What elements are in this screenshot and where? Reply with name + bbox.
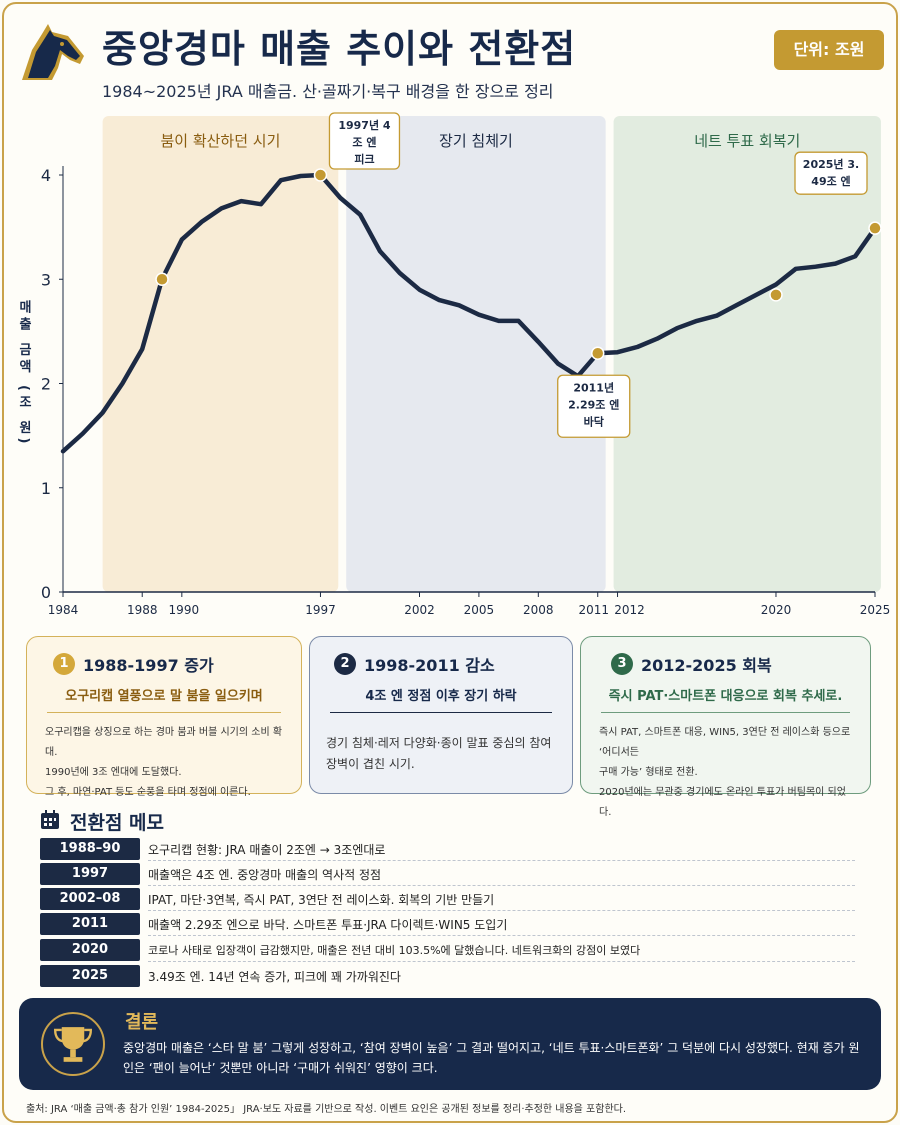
memo-divider <box>148 961 855 962</box>
card-body: 오구리캡을 상징으로 하는 경마 붐과 버블 시기의 소비 확대. 1990년에… <box>45 723 287 803</box>
card-body: 경기 침체·레저 다양화·종이 말표 중심의 참여 장벽이 겹친 시기. <box>326 733 558 775</box>
card-title: 1988-1997 증가 <box>83 656 214 675</box>
card-body-line: 2020년에는 무관중 경기에도 온라인 투표가 버팀목이 되었다. <box>599 787 846 818</box>
annotation-box <box>328 112 401 170</box>
annotation-box <box>557 374 631 438</box>
memo-year-badge: 1997 <box>40 863 140 885</box>
memo-year-badge: 2002–08 <box>40 888 140 910</box>
phase-label: 붐이 확산하던 시기 <box>160 132 280 150</box>
annotation-label: 2011년 <box>573 380 614 394</box>
memo-text: 코로나 사태로 입장객이 급감했지만, 매출은 전년 대비 103.5%에 달했… <box>148 944 641 957</box>
annotation-label: 피크 <box>354 152 374 166</box>
annotation-label: 1997년 4 <box>338 118 391 132</box>
x-tick-label: 2005 <box>464 603 495 617</box>
card-title: 2012-2025 회복 <box>641 656 772 675</box>
memo-text: IPAT, 마단·3연복, 즉시 PAT, 3연단 전 레이스화. 회복의 기반… <box>148 893 495 907</box>
phase-card-decline: 2 1998-2011 감소 4조 엔 정점 이후 장기 하락 경기 침체·레저… <box>309 636 573 794</box>
annotation-label: 49조 엔 <box>811 174 850 188</box>
card-title: 1998-2011 감소 <box>364 656 495 675</box>
x-tick-label: 2008 <box>523 603 554 617</box>
memo-year-badge: 1988–90 <box>40 838 140 860</box>
calendar-icon <box>41 810 59 829</box>
memo-year-badge: 2011 <box>40 913 140 935</box>
memo-year-badge: 2025 <box>40 965 140 987</box>
card-number-badge: 2 <box>334 653 356 675</box>
horse-logo-icon <box>22 24 84 80</box>
conclusion-title: 결론 <box>125 1012 159 1033</box>
x-tick-label: 2025 <box>860 603 891 617</box>
x-tick-label: 1997 <box>305 603 336 617</box>
phase-card-growth: 1 1988-1997 증가 오구리캡 열풍으로 말 붐을 일으키며 오구리캡을… <box>26 636 302 798</box>
card-body-line: 즉시 PAT, 스마트폰 대응, WIN5, 3연단 전 레이스화 등으로 ‘어… <box>599 727 851 758</box>
x-tick-label: 2002 <box>404 603 435 617</box>
x-tick-label: 1990 <box>169 603 200 617</box>
phase-card-recovery: 3 2012-2025 회복 즉시 PAT·스마트폰 대응으로 회복 추세로. … <box>580 636 871 818</box>
phase-label: 네트 투표 회복기 <box>694 132 800 150</box>
annotation-box <box>794 151 868 195</box>
card-body: 즉시 PAT, 스마트폰 대응, WIN5, 3연단 전 레이스화 등으로 ‘어… <box>599 723 856 823</box>
annotation-label: 바닥 <box>584 414 604 428</box>
y-tick-label: 4 <box>41 166 51 185</box>
card-body-line: 오구리캡을 상징으로 하는 경마 붐과 버블 시기의 소비 확대. <box>45 727 283 758</box>
annotation-label: 조 엔 <box>352 135 376 149</box>
annotation-label: 2025년 3. <box>803 157 859 171</box>
y-axis-label: 매출 금액 (조 원) <box>16 300 31 448</box>
y-tick-label: 3 <box>41 270 51 289</box>
y-tick-label: 0 <box>41 583 51 602</box>
highlight-point <box>590 346 605 361</box>
memo-divider <box>148 885 855 886</box>
card-number-badge: 1 <box>53 653 75 675</box>
memo-text: 매출액 2.29조 엔으로 바닥. 스마트폰 투표·JRA 다이렉트·WIN5 … <box>148 918 508 932</box>
memo-divider <box>148 935 855 936</box>
phase-label: 장기 침체기 <box>439 132 513 150</box>
memo-title: 전환점 메모 <box>70 812 165 834</box>
source-note: 출처: JRA ‘매출 금액·총 참가 인원’ 1984-2025」 JRA·보… <box>26 1104 627 1115</box>
card-body-line: 경기 침체·레저 다양화·종이 말표 중심의 참여 <box>326 736 552 750</box>
memo-row: 2002–08 IPAT, 마단·3연복, 즉시 PAT, 3연단 전 레이스화… <box>40 888 855 911</box>
sales-series-line <box>60 172 878 454</box>
card-body-line: 그 후, 마연·PAT 등도 순풍을 타며 정점에 이른다. <box>45 787 251 798</box>
page-subtitle: 1984~2025년 JRA 매출금. 산·골짜기·복구 배경을 한 장으로 정… <box>102 82 554 101</box>
memo-row: 1997 매출액은 4조 엔. 중앙경마 매출의 역사적 정점 <box>40 863 855 886</box>
phase-band <box>613 116 881 592</box>
memo-row: 2011 매출액 2.29조 엔으로 바닥. 스마트폰 투표·JRA 다이렉트·… <box>40 913 855 936</box>
x-tick-label: 2011 <box>578 603 609 617</box>
highlight-point <box>769 288 783 302</box>
phase-band <box>346 116 606 592</box>
conclusion-text: 중앙경마 매출은 ‘스타 말 붐’ 그렇게 성장하고, ‘참여 장벽이 높음’ … <box>123 1041 860 1075</box>
memo-divider <box>148 860 855 861</box>
x-tick-label: 2020 <box>761 603 792 617</box>
x-tick-label: 2012 <box>614 603 645 617</box>
memo-year-badge: 2020 <box>40 939 140 961</box>
card-subtitle: 즉시 PAT·스마트폰 대응으로 회복 추세로. <box>601 685 850 713</box>
memo-divider <box>148 910 855 911</box>
x-tick-label: 1984 <box>48 603 79 617</box>
card-subtitle: 오구리캡 열풍으로 말 붐을 일으키며 <box>47 685 281 713</box>
card-subtitle: 4조 엔 정점 이후 장기 하락 <box>330 685 552 713</box>
sales-line-chart: 붐이 확산하던 시기 장기 침체기 네트 투표 회복기 0 1 2 3 4 1984 1988 19… <box>41 112 891 617</box>
memo-text: 오구리캡 현황: JRA 매출이 2조엔 → 3조엔대로 <box>148 843 386 857</box>
page-title: 중앙경마 매출 추이와 전환점 <box>102 27 577 71</box>
memo-row: 1988–90 오구리캡 현황: JRA 매출이 2조엔 → 3조엔대로 <box>40 838 855 861</box>
memo-text: 매출액은 4조 엔. 중앙경마 매출의 역사적 정점 <box>148 868 382 882</box>
highlight-point <box>868 221 882 235</box>
card-body-line: 1990년에 3조 엔대에 도달했다. <box>45 767 182 778</box>
trophy-icon <box>41 1012 105 1076</box>
memo-row: 2025 3.49조 엔. 14년 연속 증가, 피크에 꽤 가까워진다 <box>40 965 855 987</box>
conclusion-panel: 결론 중앙경마 매출은 ‘스타 말 붐’ 그렇게 성장하고, ‘참여 장벽이 높… <box>19 998 881 1090</box>
annotation-label: 2.29조 엔 <box>568 397 619 411</box>
x-tick-label: 1988 <box>127 603 158 617</box>
y-tick-label: 1 <box>41 479 51 498</box>
memo-row: 2020 코로나 사태로 입장객이 급감했지만, 매출은 전년 대비 103.5… <box>40 939 855 962</box>
memo-text: 3.49조 엔. 14년 연속 증가, 피크에 꽤 가까워진다 <box>148 970 401 984</box>
card-body-line: 장벽이 겹친 시기. <box>326 757 415 771</box>
phase-band <box>102 116 339 592</box>
highlight-point <box>313 168 328 182</box>
highlight-point <box>155 272 169 286</box>
card-number-badge: 3 <box>611 653 633 675</box>
unit-badge: 단위: 조원 <box>774 30 884 70</box>
card-body-line: 구매 가능’ 형태로 전환. <box>599 767 698 778</box>
y-tick-label: 2 <box>41 375 51 394</box>
